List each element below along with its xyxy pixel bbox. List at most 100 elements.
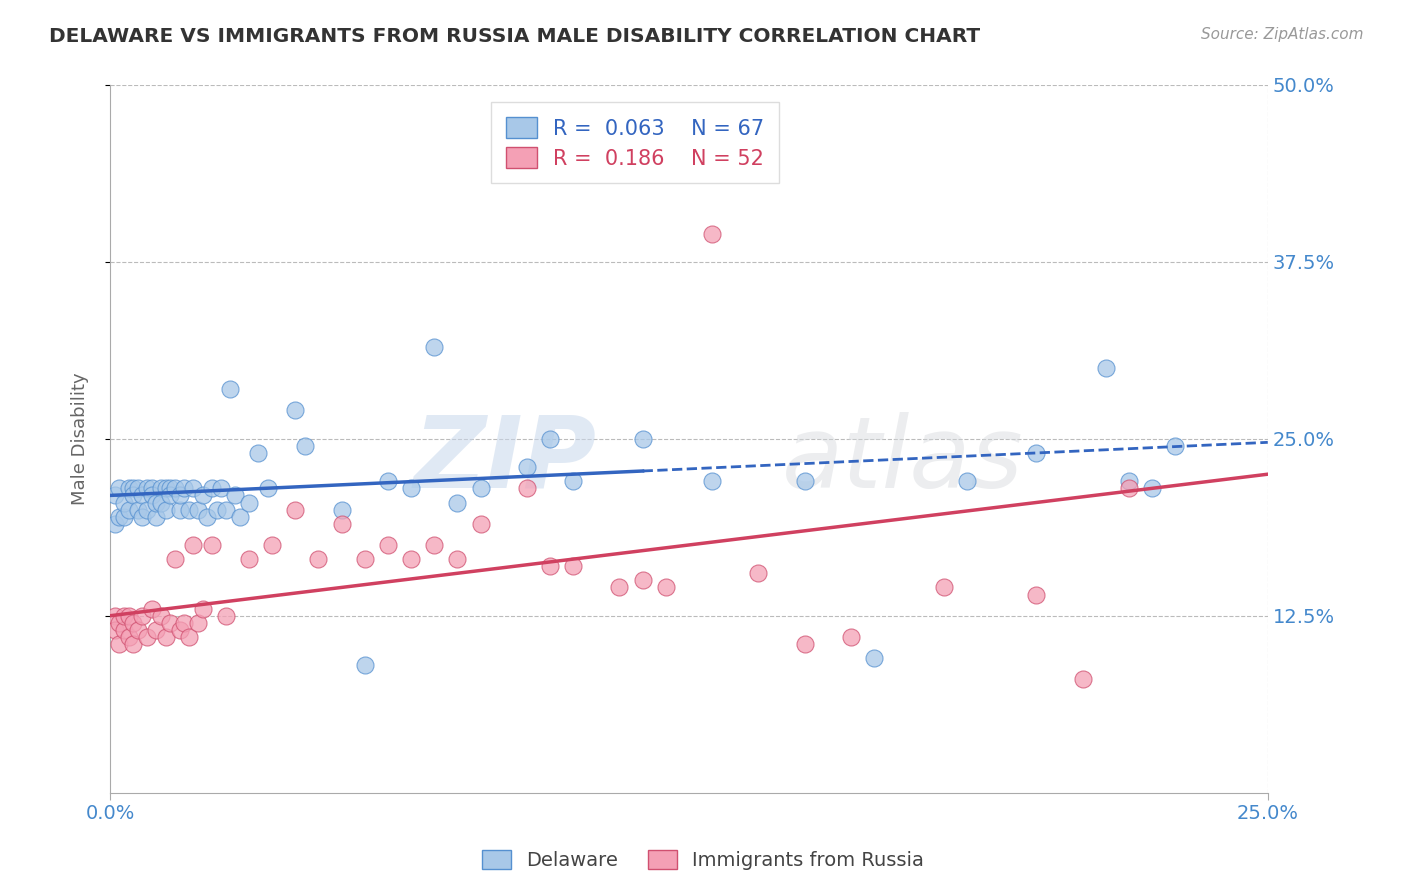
Point <box>284 502 307 516</box>
Text: DELAWARE VS IMMIGRANTS FROM RUSSIA MALE DISABILITY CORRELATION CHART: DELAWARE VS IMMIGRANTS FROM RUSSIA MALE … <box>49 27 980 45</box>
Point <box>562 475 585 489</box>
Point <box>793 637 815 651</box>
Point <box>117 608 139 623</box>
Point <box>150 495 173 509</box>
Point <box>446 495 468 509</box>
Point <box>145 509 167 524</box>
Point <box>183 538 205 552</box>
Point <box>377 475 399 489</box>
Point <box>173 481 195 495</box>
Point <box>538 559 561 574</box>
Point <box>131 488 153 502</box>
Point <box>215 608 238 623</box>
Point <box>183 481 205 495</box>
Point <box>117 502 139 516</box>
Point <box>201 481 224 495</box>
Point <box>195 509 218 524</box>
Point <box>173 615 195 630</box>
Point <box>136 481 159 495</box>
Point <box>470 481 492 495</box>
Point <box>191 601 214 615</box>
Point <box>169 502 191 516</box>
Point <box>238 495 260 509</box>
Point <box>187 502 209 516</box>
Point <box>163 552 186 566</box>
Point <box>141 488 163 502</box>
Point <box>446 552 468 566</box>
Point <box>1118 481 1140 495</box>
Point <box>127 502 149 516</box>
Point <box>1025 587 1047 601</box>
Point <box>122 481 145 495</box>
Point <box>177 502 200 516</box>
Point <box>209 481 232 495</box>
Point <box>187 615 209 630</box>
Text: Source: ZipAtlas.com: Source: ZipAtlas.com <box>1201 27 1364 42</box>
Point <box>238 552 260 566</box>
Point <box>104 488 127 502</box>
Point <box>353 552 375 566</box>
Point <box>104 516 127 531</box>
Point <box>155 481 177 495</box>
Point <box>215 502 238 516</box>
Point <box>122 637 145 651</box>
Point <box>112 623 135 637</box>
Point <box>562 559 585 574</box>
Point <box>1164 439 1187 453</box>
Point <box>145 495 167 509</box>
Point <box>229 509 252 524</box>
Point <box>247 446 270 460</box>
Point <box>423 538 446 552</box>
Point <box>169 488 191 502</box>
Point <box>169 623 191 637</box>
Point <box>112 608 135 623</box>
Point <box>127 481 149 495</box>
Point <box>136 630 159 644</box>
Point <box>136 502 159 516</box>
Point <box>141 601 163 615</box>
Point <box>159 615 181 630</box>
Point <box>201 538 224 552</box>
Point <box>141 481 163 495</box>
Text: ZIP: ZIP <box>413 411 596 508</box>
Point <box>131 509 153 524</box>
Point <box>219 382 242 396</box>
Point <box>191 488 214 502</box>
Legend: Delaware, Immigrants from Russia: Delaware, Immigrants from Russia <box>474 842 932 878</box>
Point <box>108 481 131 495</box>
Point <box>932 581 955 595</box>
Point <box>108 509 131 524</box>
Point <box>631 432 654 446</box>
Point <box>177 630 200 644</box>
Point <box>131 608 153 623</box>
Point <box>1140 481 1163 495</box>
Point <box>104 623 127 637</box>
Point <box>330 516 353 531</box>
Point <box>159 481 181 495</box>
Point <box>516 481 538 495</box>
Legend: R =  0.063    N = 67, R =  0.186    N = 52: R = 0.063 N = 67, R = 0.186 N = 52 <box>491 103 779 184</box>
Point <box>159 488 181 502</box>
Point <box>150 481 173 495</box>
Point <box>163 481 186 495</box>
Point <box>262 538 284 552</box>
Point <box>112 509 135 524</box>
Point <box>839 630 862 644</box>
Point <box>108 615 131 630</box>
Point <box>1094 361 1116 376</box>
Point <box>112 495 135 509</box>
Point <box>117 630 139 644</box>
Point <box>353 658 375 673</box>
Point <box>399 552 422 566</box>
Point <box>655 581 678 595</box>
Point <box>122 615 145 630</box>
Point <box>377 538 399 552</box>
Point <box>747 566 769 581</box>
Point <box>122 488 145 502</box>
Point <box>538 432 561 446</box>
Point <box>631 574 654 588</box>
Point <box>609 581 631 595</box>
Point <box>155 502 177 516</box>
Point <box>224 488 246 502</box>
Point <box>399 481 422 495</box>
